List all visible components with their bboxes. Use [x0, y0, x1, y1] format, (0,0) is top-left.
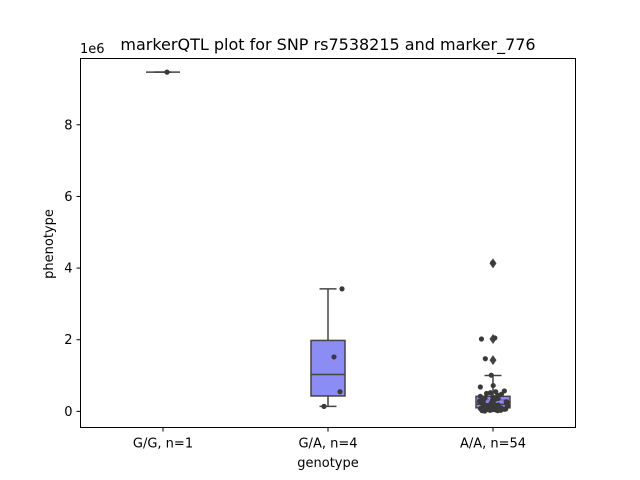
- iqr-box: [310, 339, 346, 397]
- data-point: [337, 389, 343, 395]
- x-tick-label: G/G, n=1: [133, 437, 193, 452]
- data-point: [487, 407, 493, 413]
- y-tick-label: 8: [64, 118, 72, 133]
- x-axis-label: genotype: [297, 456, 358, 471]
- data-point: [492, 335, 498, 341]
- y-axis-scale-label: 1e6: [80, 42, 105, 57]
- plot-frame: [80, 58, 576, 428]
- chart-title: markerQTL plot for SNP rs7538215 and mar…: [120, 35, 535, 55]
- y-tick-label: 0: [64, 405, 72, 420]
- y-tick-label: 6: [64, 190, 72, 205]
- point-group: [164, 69, 511, 414]
- data-point: [478, 336, 485, 342]
- data-point: [321, 403, 327, 409]
- data-point: [494, 408, 501, 414]
- data-point: [482, 356, 488, 362]
- data-point: [483, 390, 490, 397]
- data-point: [164, 69, 170, 75]
- x-tick-label: A/A, n=54: [460, 437, 526, 452]
- data-point: [339, 286, 345, 292]
- axis-ticks: 0 2 4 6 8 G/G, n=1 G/A, n=4 A/A, n=54: [64, 118, 526, 451]
- data-point: [482, 408, 488, 414]
- y-axis-label: phenotype: [42, 209, 57, 279]
- data-point: [490, 382, 496, 389]
- data-point: [490, 260, 496, 266]
- data-point: [477, 384, 483, 390]
- x-tick-label: G/A, n=4: [298, 437, 357, 452]
- box-group: [146, 71, 511, 413]
- y-tick-label: 4: [64, 262, 72, 277]
- y-tick-label: 2: [64, 333, 72, 348]
- data-point: [488, 372, 494, 378]
- data-point: [331, 354, 337, 360]
- outlier-marker: [489, 355, 497, 366]
